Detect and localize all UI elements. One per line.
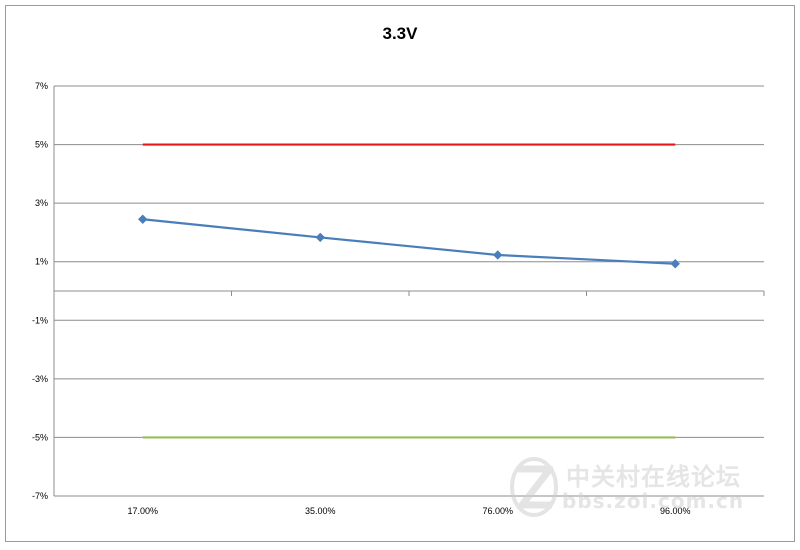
chart-title: 3.3V bbox=[382, 24, 418, 43]
data-point-marker bbox=[138, 214, 148, 224]
x-tick-label: 17.00% bbox=[127, 506, 158, 516]
series-line-0 bbox=[142, 218, 676, 265]
y-tick-label: -1% bbox=[32, 315, 48, 325]
x-tick-label: 96.00% bbox=[660, 506, 691, 516]
x-tick-label: 35.00% bbox=[305, 506, 336, 516]
data-point-marker bbox=[315, 232, 325, 243]
y-tick-label: 7% bbox=[35, 81, 48, 91]
y-tick-label: 3% bbox=[35, 198, 48, 208]
data-point-marker bbox=[670, 259, 680, 269]
y-tick-label: 5% bbox=[35, 140, 48, 150]
watermark-chinese-text: 中关村在线论坛 bbox=[566, 463, 741, 491]
watermark-logo: 中关村在线论坛 bbs.zol.com.cn bbox=[496, 455, 776, 525]
watermark-url: bbs.zol.com.cn bbox=[562, 489, 745, 513]
watermark-z-icon bbox=[510, 457, 558, 517]
plot-svg: 7% 5% 3% 1% -1% -3% -5% -7% 17.00% 35.00% 76.00% 96… bbox=[32, 81, 765, 516]
x-tick-label: 76.00% bbox=[482, 506, 513, 516]
y-tick-label: 1% bbox=[35, 257, 48, 267]
chart-area: 3.3V 7% 5% 3% 1% -1% -3% -5% -7% 17.00% 35.00% 76.… bbox=[5, 5, 795, 542]
data-point-marker bbox=[493, 250, 503, 260]
y-tick-label: -7% bbox=[32, 491, 48, 501]
y-tick-label: -5% bbox=[32, 432, 48, 442]
y-tick-label: -3% bbox=[32, 374, 48, 384]
